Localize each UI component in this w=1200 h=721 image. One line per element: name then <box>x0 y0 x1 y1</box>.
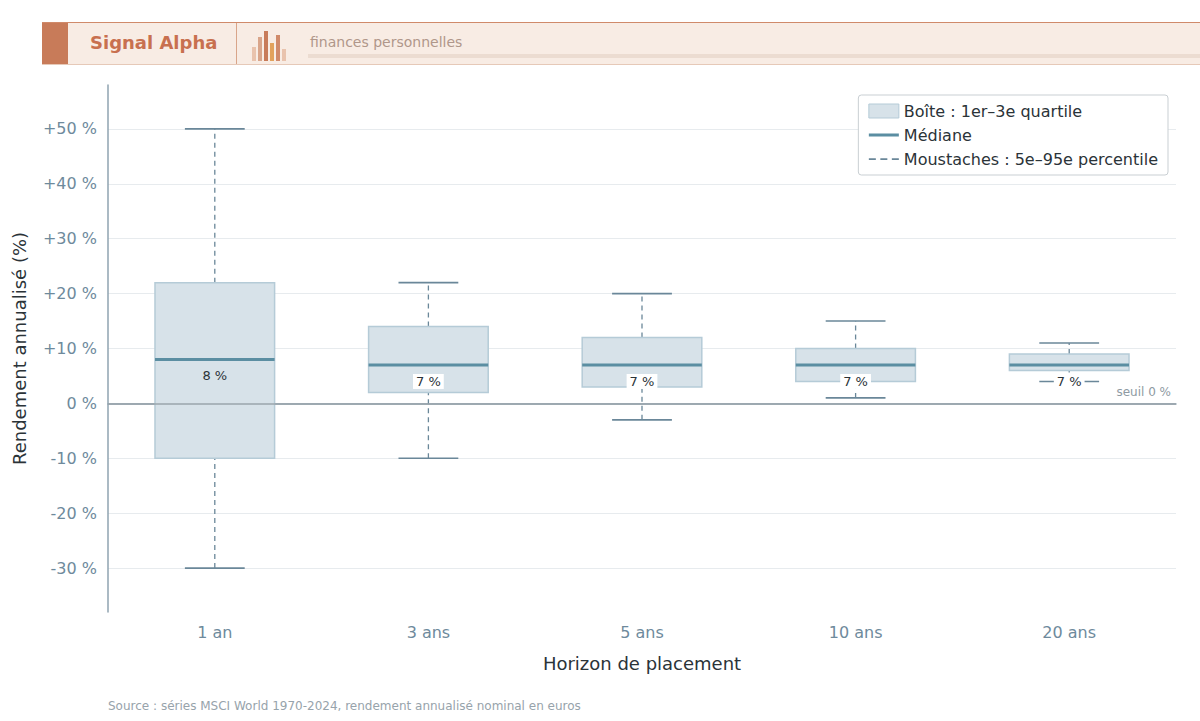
svg-text:5 ans: 5 ans <box>620 623 664 642</box>
svg-text:-30 %: -30 % <box>51 559 97 578</box>
svg-text:Médiane: Médiane <box>904 126 972 145</box>
svg-text:+50 %: +50 % <box>43 119 97 138</box>
svg-text:-20 %: -20 % <box>51 504 97 523</box>
svg-text:7 %: 7 % <box>843 374 868 389</box>
svg-text:seuil 0 %: seuil 0 % <box>1116 385 1171 399</box>
svg-text:+20 %: +20 % <box>43 284 97 303</box>
svg-text:7 %: 7 % <box>630 374 655 389</box>
svg-text:3 ans: 3 ans <box>407 623 451 642</box>
html-text:Source : séries MSCI World 197: Source : séries MSCI World 1970-2024, re… <box>108 699 581 713</box>
svg-text:1 an: 1 an <box>197 623 232 642</box>
svg-text:7 %: 7 % <box>416 374 441 389</box>
svg-text:0 %: 0 % <box>67 394 97 413</box>
svg-text:7 %: 7 % <box>1057 374 1082 389</box>
svg-text:20 ans: 20 ans <box>1042 623 1096 642</box>
svg-text:-10 %: -10 % <box>51 449 97 468</box>
html-text:finances personnelles: finances personnelles <box>310 34 463 50</box>
svg-text:Moustaches : 5e–95e percentile: Moustaches : 5e–95e percentile <box>904 150 1158 169</box>
svg-text:10 ans: 10 ans <box>829 623 883 642</box>
svg-text:+10 %: +10 % <box>43 339 97 358</box>
html-text:Signal Alpha: Signal Alpha <box>90 32 218 53</box>
svg-text:Boîte : 1er–3e quartile: Boîte : 1er–3e quartile <box>904 102 1082 121</box>
svg-text:Horizon de placement: Horizon de placement <box>543 653 741 674</box>
svg-text:+40 %: +40 % <box>43 174 97 193</box>
svg-text:8 %: 8 % <box>202 368 227 383</box>
svg-text:+30 %: +30 % <box>43 229 97 248</box>
svg-text:Rendement annualisé (%): Rendement annualisé (%) <box>9 232 30 465</box>
